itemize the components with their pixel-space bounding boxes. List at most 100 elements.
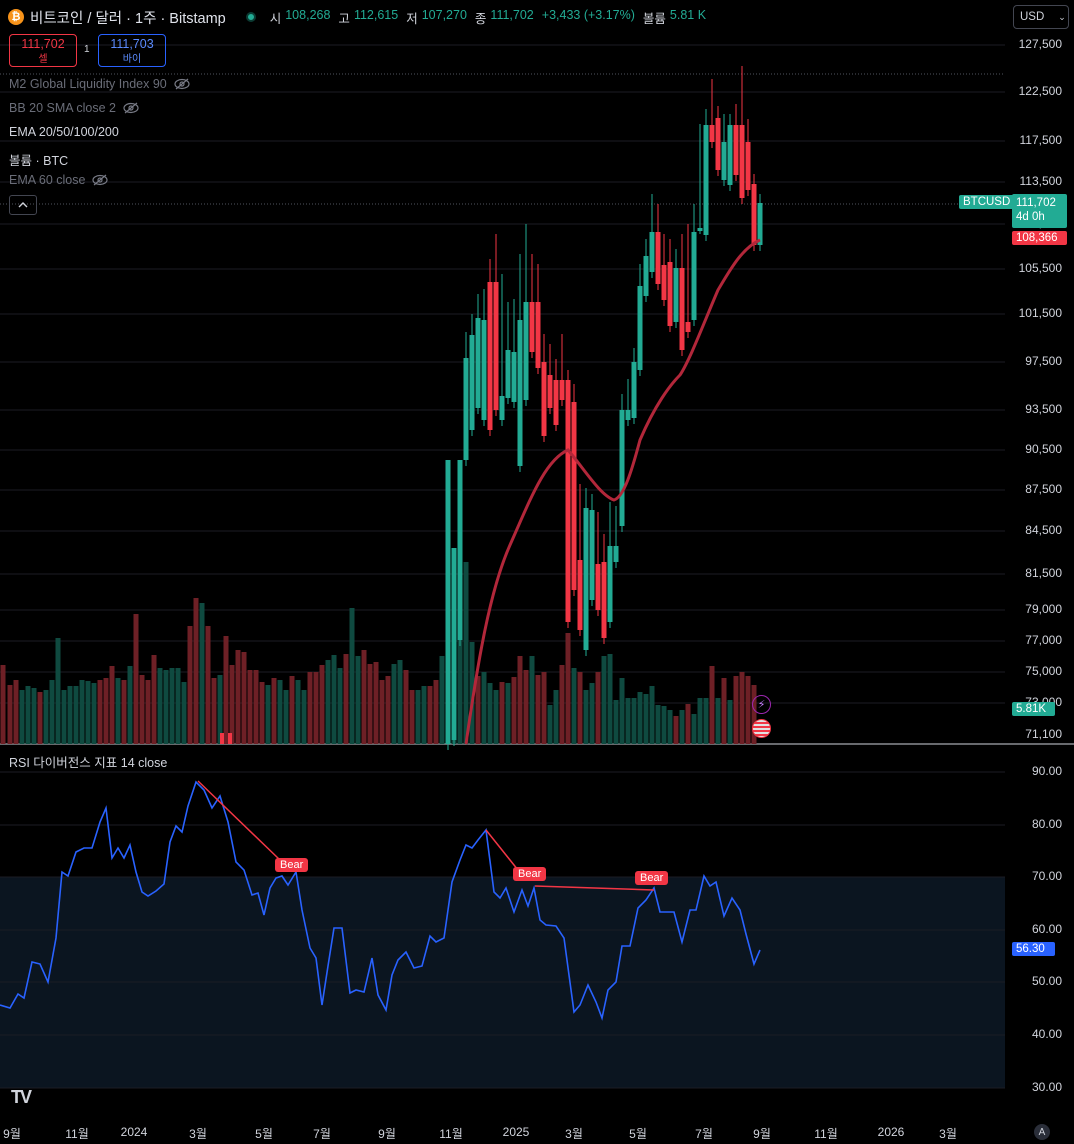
- volume-bar: [145, 680, 151, 744]
- candle-body: [607, 546, 613, 622]
- sell-price: 111,702: [21, 37, 65, 51]
- price-change: +3,433 (+3.17%): [541, 7, 635, 22]
- candle-body: [451, 548, 457, 740]
- volume-bar: [307, 672, 313, 744]
- candle-body: [547, 375, 553, 408]
- candle-body: [493, 282, 499, 410]
- bear-divergence-line: [534, 885, 655, 891]
- candle-body: [469, 335, 475, 430]
- volume-bar: [220, 733, 224, 744]
- volume-bar: [247, 670, 253, 744]
- volume-bar: [409, 690, 415, 744]
- volume-bar: [283, 690, 289, 744]
- candle-body: [709, 125, 715, 142]
- volume-bar: [253, 670, 259, 744]
- time-axis-label: 5월: [629, 1127, 647, 1141]
- chevron-up-icon: [18, 202, 28, 208]
- candle-body: [559, 380, 565, 400]
- candle-body: [751, 184, 757, 245]
- volume-bar: [553, 690, 559, 744]
- eye-hidden-icon[interactable]: [122, 102, 140, 114]
- collapse-legend-button[interactable]: [9, 195, 37, 215]
- bear-divergence-line: [485, 829, 519, 871]
- volume-bar: [493, 690, 499, 744]
- auto-scale-button[interactable]: A: [1034, 1124, 1050, 1140]
- volume-bar: [673, 716, 679, 744]
- volume-bar: [625, 698, 631, 744]
- volume-bar: [13, 680, 19, 744]
- rsi-axis-label: 50.00: [1031, 974, 1062, 988]
- indicator-ema60[interactable]: EMA 60 close: [9, 173, 109, 187]
- volume-bar: [661, 706, 667, 744]
- volume-bar: [691, 714, 697, 744]
- lightning-event-icon[interactable]: ⚡: [752, 695, 771, 714]
- time-axis-label: 11월: [65, 1127, 89, 1141]
- volume-bar: [175, 668, 181, 744]
- candle-body: [619, 410, 625, 526]
- volume-bar: [601, 656, 607, 744]
- buy-label: 바이: [122, 54, 142, 65]
- volume-bar: [229, 665, 235, 744]
- bear-divergence-label: Bear: [513, 867, 547, 881]
- volume-bar: [79, 680, 85, 744]
- volume-bar: [475, 676, 481, 744]
- volume-bar: [181, 682, 187, 744]
- price-axis-label: 117,500: [1019, 133, 1063, 147]
- tradingview-logo[interactable]: TV: [11, 1087, 32, 1107]
- chevron-down-icon: ⌄: [1058, 11, 1066, 22]
- rsi-value-tag: 56.30: [1012, 942, 1055, 956]
- volume-bar: [151, 655, 157, 744]
- eye-hidden-icon[interactable]: [173, 78, 191, 90]
- indicator-ema[interactable]: EMA 20/50/100/200: [9, 125, 119, 139]
- candle-body: [625, 410, 631, 420]
- volume-bar: [721, 678, 727, 744]
- candle-body: [631, 362, 637, 418]
- volume-bar: [331, 655, 337, 744]
- rsi-title[interactable]: RSI 다이버전스 지표 14 close: [9, 756, 168, 770]
- volume-bar: [103, 678, 109, 744]
- price-axis-label: 71,100: [1025, 727, 1062, 741]
- volume-bar: [439, 656, 445, 744]
- volume-bar: [589, 683, 595, 744]
- us-flag-event-icon[interactable]: [752, 719, 771, 738]
- volume-bar: [421, 686, 427, 744]
- indicator-label: M2 Global Liquidity Index 90: [9, 77, 167, 91]
- volume-bar: [517, 656, 523, 744]
- time-axis-label: 5월: [255, 1127, 273, 1141]
- volume-bar: [193, 598, 199, 744]
- volume-bar: [31, 688, 37, 744]
- volume-bar: [133, 614, 139, 744]
- indicator-m2[interactable]: M2 Global Liquidity Index 90: [9, 77, 191, 91]
- buy-button[interactable]: 111,703 바이: [98, 34, 166, 67]
- price-axis-label: 87,500: [1025, 482, 1062, 496]
- volume-bar: [49, 680, 55, 744]
- price-axis-label: 90,500: [1025, 442, 1062, 456]
- symbol-title[interactable]: 비트코인 / 달러 · 1주 · Bitstamp: [30, 10, 226, 27]
- indicator-volume[interactable]: 볼륨 · BTC: [9, 150, 68, 169]
- volume-bar: [751, 685, 757, 744]
- candle-body: [673, 268, 679, 322]
- candle-body: [661, 265, 667, 300]
- volume-bar: [511, 677, 517, 744]
- volume-bar: [469, 642, 475, 744]
- candle-body: [739, 125, 745, 198]
- indicator-bb[interactable]: BB 20 SMA close 2: [9, 101, 140, 115]
- volume-bar: [367, 664, 373, 744]
- volume-bar: [649, 686, 655, 744]
- volume-bar: [727, 700, 733, 744]
- volume-bar: [121, 680, 127, 744]
- currency-select[interactable]: USD ⌄: [1013, 5, 1069, 29]
- eye-hidden-icon[interactable]: [91, 174, 109, 186]
- close-value: 111,702: [490, 7, 534, 22]
- candle-body: [445, 460, 451, 744]
- candle-body: [565, 380, 571, 622]
- symbol-header: ₿ 비트코인 / 달러 · 1주 · Bitstamp 시 108,268 고 11…: [8, 7, 710, 27]
- volume-bar: [301, 690, 307, 744]
- price-axis-label: 113,500: [1019, 174, 1063, 188]
- sell-button[interactable]: 111,702 셀: [9, 34, 77, 67]
- bar-countdown: 4d 0h: [1016, 211, 1045, 223]
- volume-bar: [37, 692, 43, 744]
- candle-body: [571, 402, 577, 590]
